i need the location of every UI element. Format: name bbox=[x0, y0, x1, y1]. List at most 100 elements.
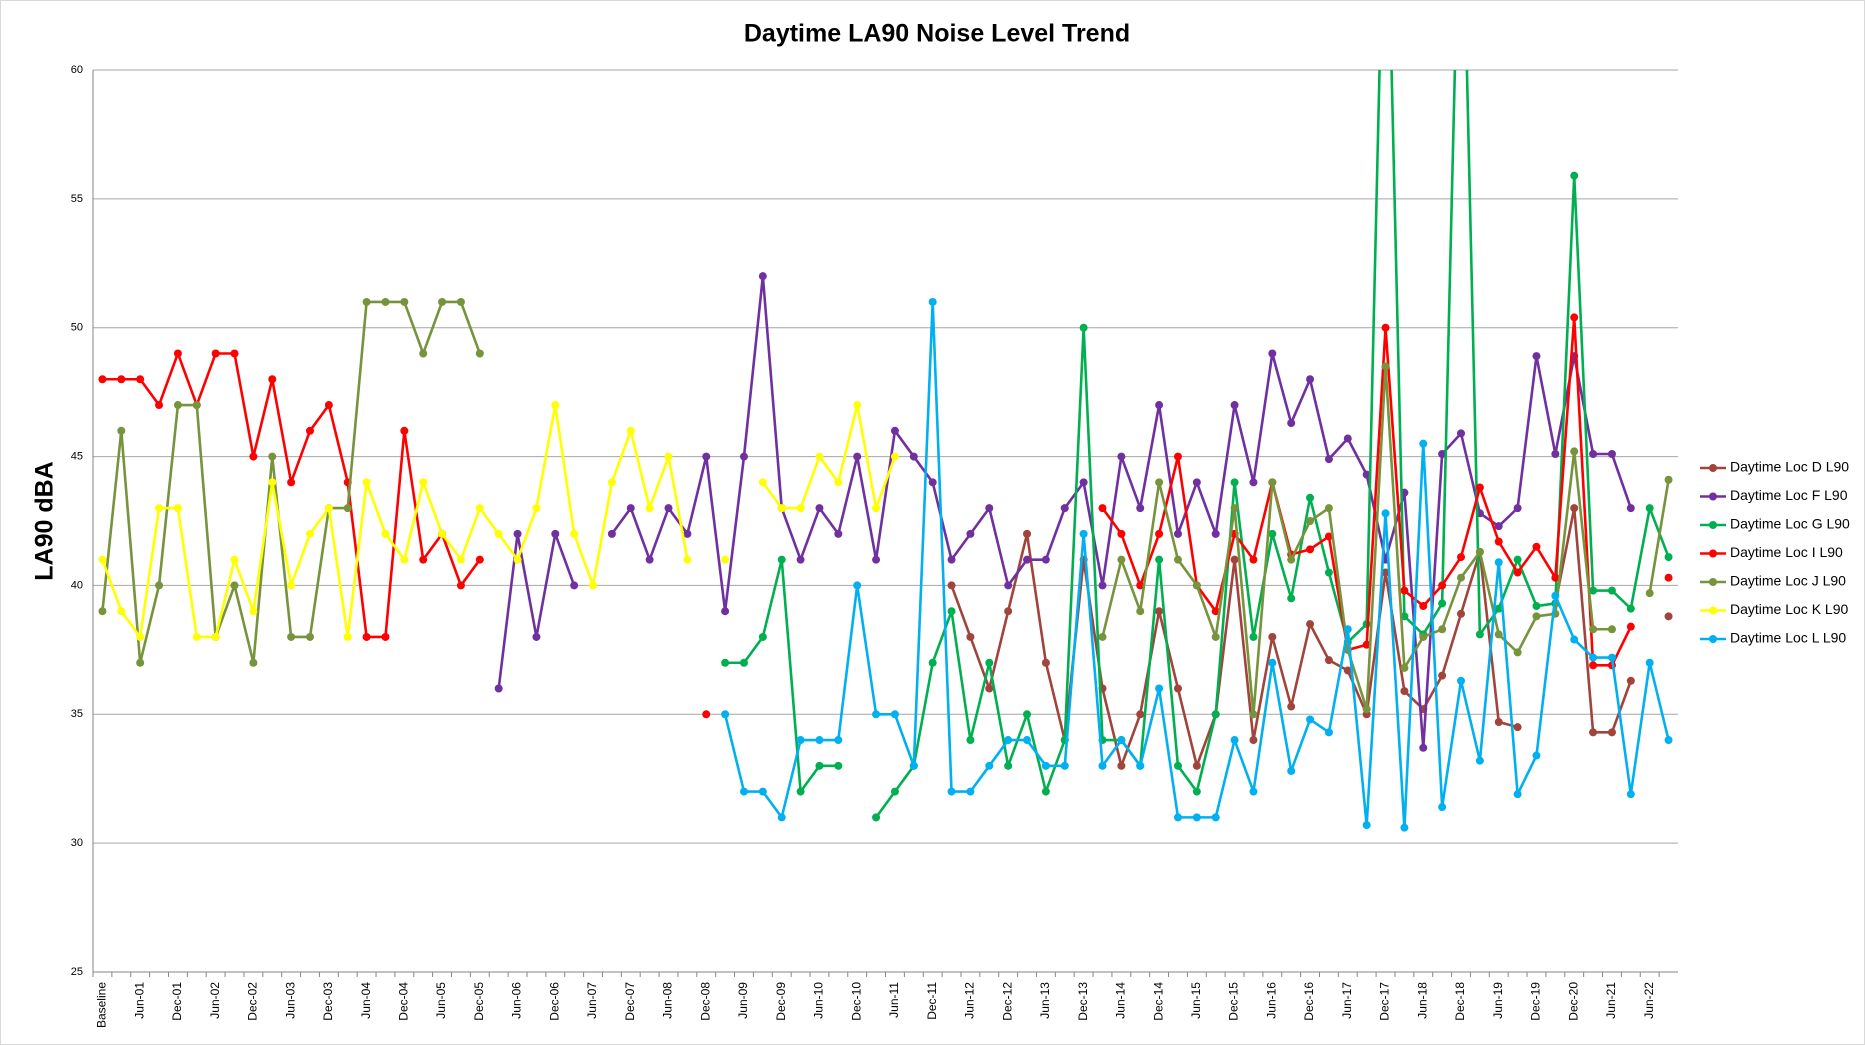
x-tick-label: Dec-01 bbox=[170, 982, 184, 1021]
data-point bbox=[456, 297, 465, 306]
data-point bbox=[1494, 718, 1503, 727]
data-point bbox=[1136, 761, 1145, 770]
data-point bbox=[381, 297, 390, 306]
data-point bbox=[1306, 493, 1315, 502]
data-point bbox=[1098, 581, 1107, 590]
data-point bbox=[551, 401, 560, 410]
data-point bbox=[1211, 607, 1220, 616]
data-point bbox=[1155, 529, 1164, 538]
data-point bbox=[1626, 604, 1635, 613]
data-point bbox=[268, 452, 277, 461]
data-point bbox=[1626, 676, 1635, 685]
data-point bbox=[683, 529, 692, 538]
data-point bbox=[1173, 813, 1182, 822]
data-point bbox=[1155, 607, 1164, 616]
data-point bbox=[1173, 555, 1182, 564]
data-point bbox=[438, 297, 447, 306]
data-point bbox=[1438, 803, 1447, 812]
data-point bbox=[249, 607, 258, 616]
data-point bbox=[98, 555, 107, 564]
data-point bbox=[155, 504, 164, 513]
x-tick-label: Dec-04 bbox=[397, 982, 411, 1021]
data-point bbox=[777, 555, 786, 564]
data-point bbox=[1268, 632, 1277, 641]
data-point bbox=[249, 452, 258, 461]
data-point bbox=[1211, 813, 1220, 822]
data-point bbox=[192, 632, 201, 641]
legend-label: Daytime Loc K L90 bbox=[1730, 601, 1848, 617]
data-point bbox=[1079, 478, 1088, 487]
data-point bbox=[1117, 555, 1126, 564]
data-point bbox=[834, 761, 843, 770]
data-point bbox=[1343, 625, 1352, 634]
data-point bbox=[1362, 470, 1371, 479]
x-tick-label: Jun-03 bbox=[283, 982, 297, 1019]
data-point bbox=[1664, 553, 1673, 562]
data-point bbox=[815, 452, 824, 461]
data-point bbox=[1249, 478, 1258, 487]
y-tick-label: 45 bbox=[71, 450, 83, 462]
data-point bbox=[1249, 736, 1258, 745]
data-point bbox=[1306, 545, 1315, 554]
data-point bbox=[1457, 573, 1466, 582]
data-point bbox=[1664, 736, 1673, 745]
data-point bbox=[1513, 555, 1522, 564]
data-point bbox=[1589, 586, 1598, 595]
x-tick-label: Jun-12 bbox=[963, 982, 977, 1019]
data-point bbox=[419, 349, 428, 358]
y-tick-label: 25 bbox=[71, 966, 83, 978]
data-point bbox=[1570, 171, 1579, 180]
data-point bbox=[645, 555, 654, 564]
data-point bbox=[1249, 632, 1258, 641]
data-point bbox=[758, 478, 767, 487]
data-point bbox=[721, 555, 730, 564]
data-point bbox=[532, 632, 541, 641]
data-point bbox=[456, 581, 465, 590]
x-tick-label: Jun-09 bbox=[736, 982, 750, 1019]
data-point bbox=[966, 787, 975, 796]
data-point bbox=[1551, 573, 1560, 582]
data-point bbox=[513, 555, 522, 564]
data-point bbox=[1513, 568, 1522, 577]
data-point bbox=[1023, 529, 1032, 538]
plot-area bbox=[98, 70, 1673, 832]
data-point bbox=[1079, 323, 1088, 332]
data-point bbox=[155, 401, 164, 410]
data-point bbox=[173, 349, 182, 358]
data-point bbox=[136, 632, 145, 641]
data-point bbox=[532, 504, 541, 513]
data-point bbox=[475, 555, 484, 564]
y-tick-label: 50 bbox=[71, 322, 83, 334]
data-point bbox=[400, 297, 409, 306]
data-point bbox=[1192, 581, 1201, 590]
data-point bbox=[400, 555, 409, 564]
data-point bbox=[909, 761, 918, 770]
data-point bbox=[343, 632, 352, 641]
data-point bbox=[1551, 591, 1560, 600]
y-tick-label: 55 bbox=[71, 193, 83, 205]
data-point bbox=[853, 452, 862, 461]
data-point bbox=[985, 658, 994, 667]
data-point bbox=[1023, 736, 1032, 745]
x-tick-label: Jun-08 bbox=[661, 982, 675, 1019]
data-point bbox=[721, 658, 730, 667]
data-point bbox=[305, 529, 314, 538]
data-point bbox=[966, 632, 975, 641]
data-point bbox=[1079, 529, 1088, 538]
data-point bbox=[1249, 710, 1258, 719]
data-point bbox=[1626, 622, 1635, 631]
data-point bbox=[1136, 581, 1145, 590]
data-point bbox=[1098, 504, 1107, 513]
data-point bbox=[1419, 743, 1428, 752]
data-point bbox=[1457, 553, 1466, 562]
data-point bbox=[1155, 478, 1164, 487]
data-point bbox=[268, 478, 277, 487]
data-point bbox=[1362, 705, 1371, 714]
data-point bbox=[626, 426, 635, 435]
data-point bbox=[909, 452, 918, 461]
x-tick-label: Jun-16 bbox=[1264, 982, 1278, 1019]
data-point bbox=[1136, 710, 1145, 719]
data-point bbox=[136, 375, 145, 384]
legend-swatch-marker bbox=[1709, 549, 1717, 558]
data-point bbox=[1626, 504, 1635, 513]
